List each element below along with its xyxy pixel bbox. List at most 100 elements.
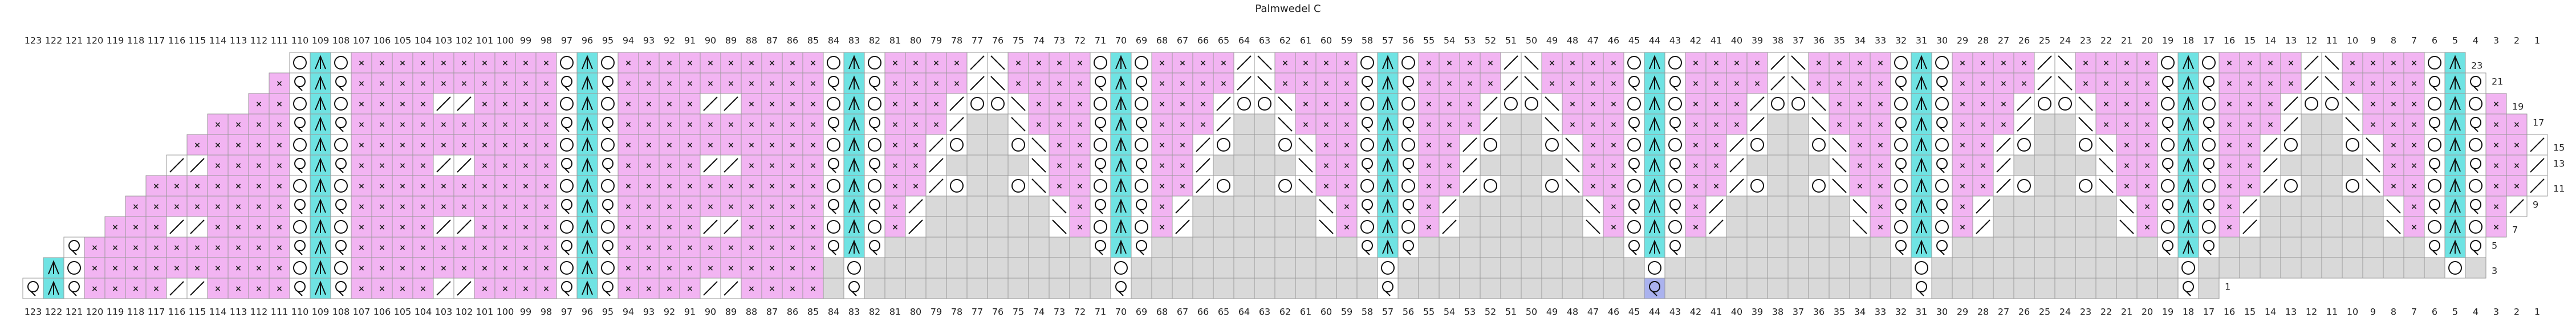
cell (761, 113, 783, 135)
column-label: 79 (931, 35, 942, 46)
yarn-over-symbol (1915, 261, 1928, 275)
cell (1623, 175, 1645, 197)
twisted-tail (338, 127, 344, 132)
cell (1705, 278, 1727, 299)
decrease-symbol: × (625, 264, 632, 273)
cell (1336, 257, 1358, 279)
decrease-symbol: × (235, 264, 242, 273)
right-decrease-symbol (2304, 55, 2319, 70)
twisted-tail (297, 85, 303, 91)
column-label: 69 (1136, 307, 1147, 317)
column-label: 82 (869, 307, 880, 317)
left-decrease-symbol (2119, 219, 2134, 234)
cell (1007, 195, 1029, 217)
decrease-symbol: × (399, 100, 406, 109)
column-label: 12 (2306, 35, 2317, 46)
cell (1500, 113, 1522, 135)
decrease-symbol: × (1610, 100, 1617, 109)
decrease-symbol: × (379, 141, 385, 150)
decrease-symbol: × (892, 223, 899, 232)
yarn-over-symbol (1360, 138, 1374, 152)
decrease-symbol: × (153, 223, 160, 232)
yarn-over-symbol (1258, 97, 1271, 111)
decrease-symbol: × (2123, 79, 2130, 88)
cell (1623, 93, 1645, 115)
cell (1972, 52, 1994, 74)
column-label: 48 (1567, 35, 1578, 46)
decrease-symbol: × (686, 161, 693, 170)
cell (2054, 216, 2076, 238)
cell (2506, 113, 2528, 135)
cell (1213, 154, 1234, 176)
decrease-symbol: × (2226, 59, 2233, 68)
cell (1664, 278, 1686, 299)
decrease-symbol: × (255, 243, 262, 252)
cell (1213, 216, 1234, 238)
double-decrease-symbol (315, 198, 326, 213)
column-label: 51 (1505, 35, 1517, 46)
cell (2013, 175, 2035, 197)
yarn-over-symbol (1360, 56, 1374, 70)
decrease-symbol: × (728, 79, 734, 88)
column-label: 65 (1218, 307, 1229, 317)
column-label: 21 (2121, 35, 2132, 46)
decrease-symbol: × (810, 120, 816, 129)
decrease-symbol: × (481, 59, 488, 68)
column-label: 28 (1977, 35, 1989, 46)
cell (1213, 257, 1234, 279)
column-label: 106 (373, 35, 391, 46)
decrease-symbol: × (358, 161, 365, 170)
decrease-symbol: × (522, 243, 529, 252)
decrease-symbol: × (892, 202, 899, 211)
yarn-over-symbol (293, 97, 307, 111)
cell (1315, 237, 1337, 258)
cell (802, 257, 824, 279)
cell (2219, 257, 2240, 279)
cell (1603, 113, 1624, 135)
cell (392, 175, 413, 197)
cell (2013, 278, 2035, 299)
decrease-symbol: × (728, 264, 734, 273)
twisted-symbol (2429, 117, 2440, 128)
twisted-tail (1631, 127, 1637, 132)
decrease-symbol: × (1035, 100, 1042, 109)
twisted-symbol (2203, 158, 2215, 169)
double-decrease-symbol (1916, 55, 1927, 70)
decrease-symbol: × (481, 161, 488, 170)
cell (597, 175, 619, 197)
right-decrease-symbol (2037, 76, 2052, 91)
cell (2075, 195, 2096, 217)
decrease-symbol: × (810, 243, 816, 252)
cell (2198, 93, 2220, 115)
twisted-symbol (294, 158, 306, 169)
cell (1439, 134, 1460, 156)
cell (1356, 278, 1378, 299)
cell (1172, 237, 1193, 258)
decrease-symbol: × (748, 264, 755, 273)
decrease-symbol: × (481, 182, 488, 191)
decrease-symbol: × (1610, 120, 1617, 129)
decrease-symbol: × (625, 141, 632, 150)
column-label: 71 (1095, 35, 1106, 46)
cell (2465, 175, 2486, 197)
decrease-symbol: × (358, 120, 365, 129)
decrease-symbol: × (1754, 79, 1761, 88)
twisted-tail (605, 168, 611, 173)
cell (946, 216, 968, 238)
twisted-tail (1364, 250, 1370, 255)
cell (330, 93, 352, 115)
decrease-symbol: × (276, 223, 283, 232)
yarn-over-symbol (1791, 97, 1805, 111)
cell (392, 93, 413, 115)
cell (1007, 257, 1029, 279)
cell (782, 175, 803, 197)
double-decrease-symbol (2183, 198, 2194, 213)
cell (1418, 237, 1440, 258)
cell (433, 72, 454, 94)
column-label: 112 (250, 35, 268, 46)
decrease-symbol: × (399, 264, 406, 273)
yarn-over-symbol (1894, 179, 1908, 193)
decrease-symbol: × (1466, 79, 1473, 88)
double-decrease-symbol (1649, 116, 1660, 131)
decrease-symbol: × (1980, 100, 1986, 109)
